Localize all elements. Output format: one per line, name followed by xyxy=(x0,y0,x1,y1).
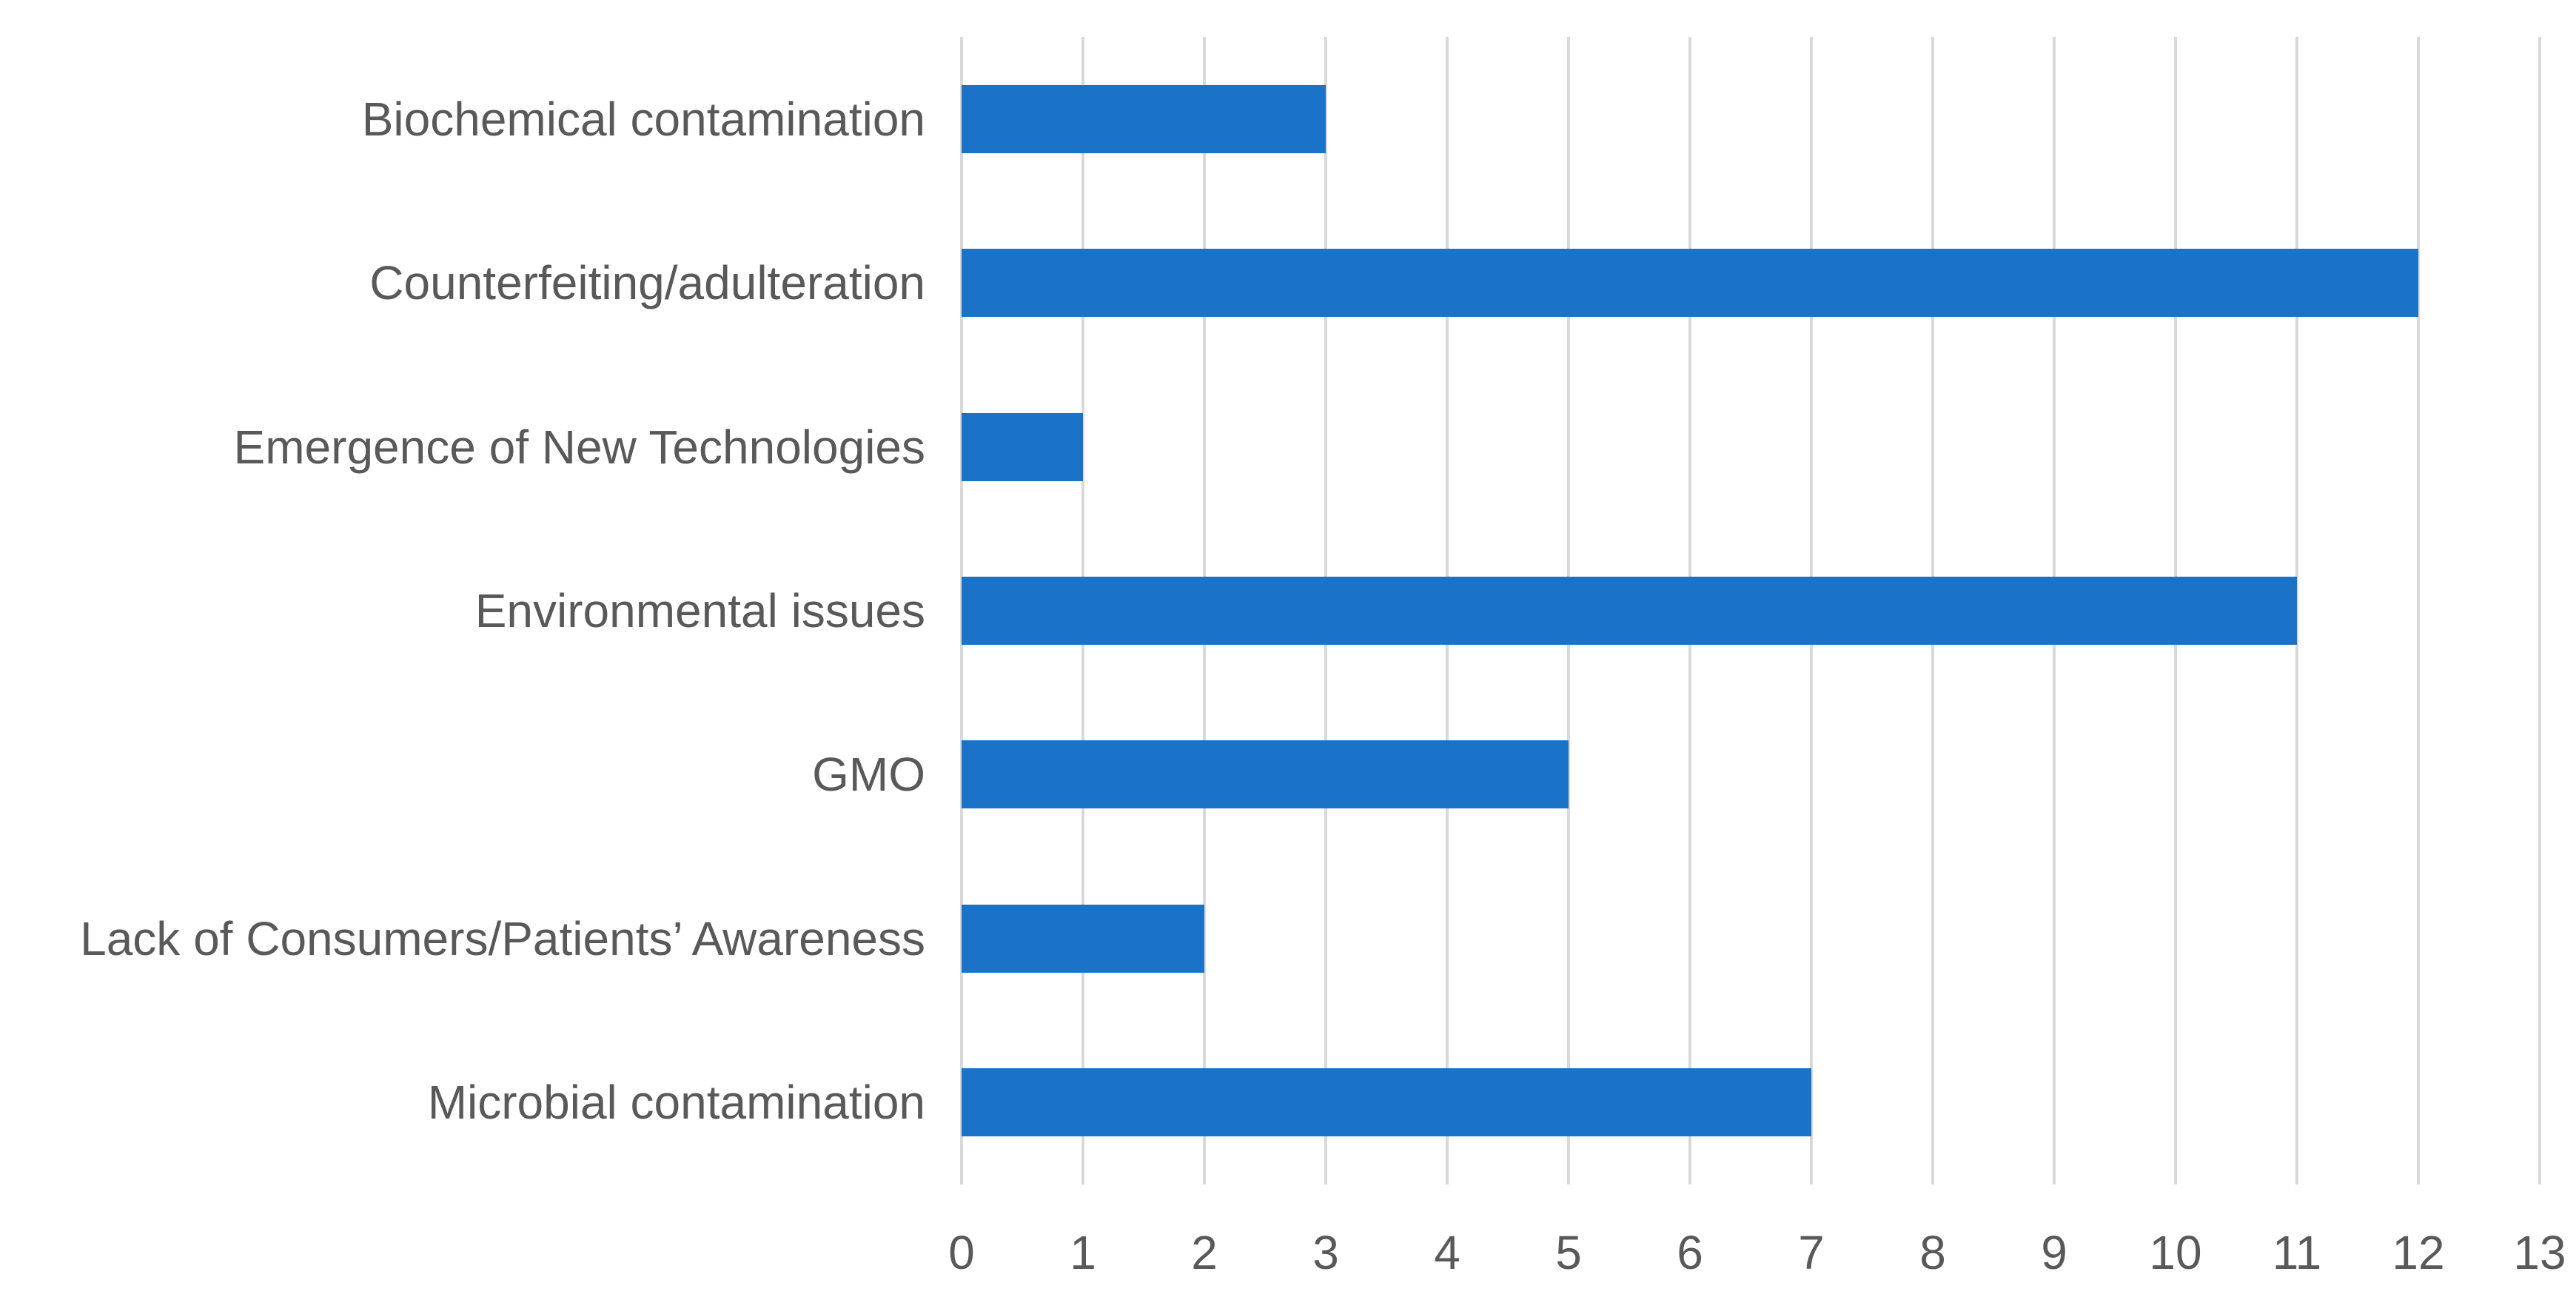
x-tick-label: 13 xyxy=(2513,1226,2566,1279)
gridline xyxy=(2538,37,2541,1184)
category-label: Emergence of New Technologies xyxy=(233,420,925,474)
bar xyxy=(962,577,2297,645)
x-tick-label: 6 xyxy=(1677,1226,1703,1279)
x-tick-label: 8 xyxy=(1919,1226,1946,1279)
category-label: Lack of Consumers/Patients’ Awareness xyxy=(80,911,925,965)
bar xyxy=(962,1068,1811,1137)
bar xyxy=(962,904,1204,973)
category-label: Biochemical contamination xyxy=(361,92,925,146)
category-label: GMO xyxy=(812,748,925,802)
x-tick-label: 5 xyxy=(1555,1226,1582,1279)
x-tick-label: 9 xyxy=(2041,1226,2067,1279)
x-tick-label: 11 xyxy=(2272,1226,2322,1279)
x-tick-label: 4 xyxy=(1434,1226,1460,1279)
category-label: Counterfeiting/adulteration xyxy=(369,256,925,310)
x-tick-label: 3 xyxy=(1312,1226,1339,1279)
x-tick-label: 7 xyxy=(1798,1226,1825,1279)
category-label: Microbial contamination xyxy=(427,1076,925,1130)
x-tick-label: 10 xyxy=(2149,1226,2202,1279)
x-tick-label: 12 xyxy=(2392,1226,2445,1279)
plot-area xyxy=(960,37,2541,1184)
x-tick-label: 0 xyxy=(948,1226,975,1279)
category-axis: Biochemical contamination Counterfeiting/… xyxy=(0,37,925,1184)
gridline xyxy=(2417,37,2420,1184)
bar xyxy=(962,84,1326,153)
bar xyxy=(962,249,2418,318)
value-axis: 0 1 2 3 4 5 6 7 8 9 10 11 12 13 xyxy=(948,1226,2566,1288)
x-tick-label: 2 xyxy=(1191,1226,1218,1279)
x-tick-label: 1 xyxy=(1070,1226,1096,1279)
gridline xyxy=(2295,37,2298,1184)
bar xyxy=(962,740,1569,809)
category-label: Environmental issues xyxy=(474,584,925,637)
bar xyxy=(962,412,1083,481)
